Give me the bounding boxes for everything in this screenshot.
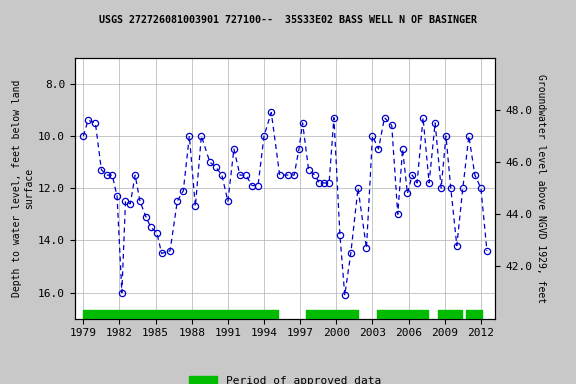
Legend: Period of approved data: Period of approved data bbox=[185, 371, 385, 384]
Y-axis label: Depth to water level, feet below land
surface: Depth to water level, feet below land su… bbox=[13, 79, 34, 297]
Y-axis label: Groundwater level above NGVD 1929, feet: Groundwater level above NGVD 1929, feet bbox=[536, 74, 546, 303]
Text: USGS 272726081003901 727100--  35S33E02 BASS WELL N OF BASINGER: USGS 272726081003901 727100-- 35S33E02 B… bbox=[99, 15, 477, 25]
